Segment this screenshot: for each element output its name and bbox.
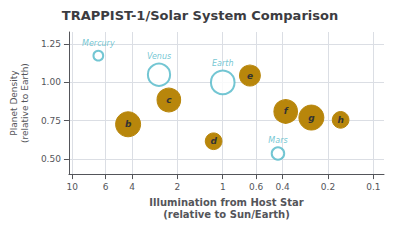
svg-text:Earth: Earth [212, 59, 233, 68]
svg-text:1: 1 [220, 182, 226, 192]
svg-text:Venus: Venus [147, 52, 171, 61]
svg-text:Planet Density: Planet Density [9, 70, 19, 136]
svg-text:0.6: 0.6 [249, 182, 264, 192]
svg-text:d: d [210, 136, 217, 146]
svg-text:1.25: 1.25 [41, 39, 61, 49]
svg-text:g: g [308, 113, 315, 123]
svg-text:f: f [284, 106, 289, 116]
svg-text:0.1: 0.1 [366, 182, 380, 192]
svg-text:2: 2 [175, 182, 181, 192]
svg-text:(relative to Sun/Earth): (relative to Sun/Earth) [163, 209, 290, 220]
svg-text:c: c [166, 95, 172, 105]
svg-text:10: 10 [66, 182, 78, 192]
svg-text:1.00: 1.00 [41, 77, 61, 87]
svg-text:e: e [247, 71, 253, 81]
svg-text:TRAPPIST-1/Solar System Compar: TRAPPIST-1/Solar System Comparison [62, 8, 338, 23]
svg-text:4: 4 [129, 182, 135, 192]
svg-text:(relative to Earth): (relative to Earth) [20, 63, 30, 143]
svg-text:0.50: 0.50 [41, 154, 61, 164]
svg-text:0.75: 0.75 [41, 116, 61, 126]
svg-text:0.4: 0.4 [276, 182, 291, 192]
svg-text:Mercury: Mercury [82, 39, 115, 48]
svg-text:0.2: 0.2 [321, 182, 335, 192]
svg-text:b: b [125, 119, 132, 129]
svg-text:Illumination from Host Star: Illumination from Host Star [149, 197, 303, 208]
svg-text:h: h [337, 115, 343, 125]
svg-text:Mars: Mars [268, 136, 287, 145]
svg-text:6: 6 [103, 182, 109, 192]
